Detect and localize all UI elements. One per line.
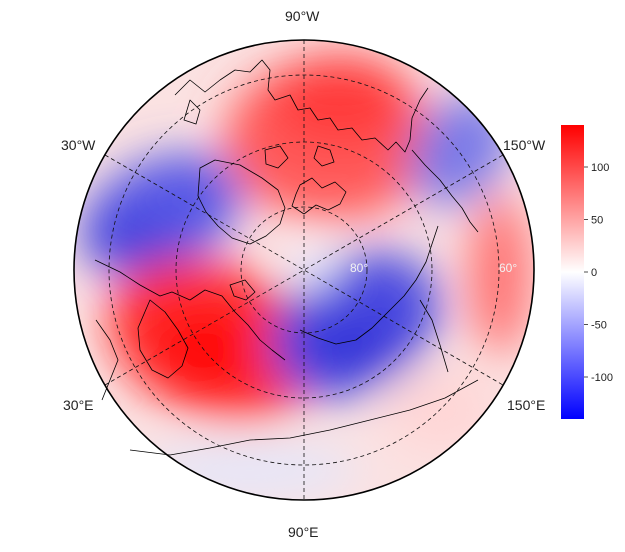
anomaly-pacific-positive <box>470 195 530 355</box>
lon-label-90e: 90°E <box>288 524 319 540</box>
coast-europe <box>94 259 286 361</box>
lat-label-80: 80° <box>350 261 368 275</box>
lon-label-90w: 90°W <box>285 8 320 24</box>
coast-archipelago <box>291 177 347 215</box>
coast-siberia <box>299 225 439 345</box>
colorbar-tick-label: -50 <box>591 320 607 332</box>
coastlines <box>94 59 479 456</box>
coast-canada <box>174 59 429 153</box>
lon-label-150e: 150°E <box>507 397 545 413</box>
lon-label-30e: 30°E <box>63 397 94 413</box>
colorbar: 100 50 0 -50 -100 <box>561 125 613 419</box>
map-boundary <box>73 39 535 501</box>
colorbar-tick-label: 50 <box>591 215 603 227</box>
lon-label-150w: 150°W <box>503 137 546 153</box>
colorbar-tick-label: 100 <box>591 162 609 174</box>
lat-label-60: 60° <box>499 261 517 275</box>
coast-asia-south <box>129 379 479 456</box>
coast-alaska <box>411 149 479 233</box>
colorbar-tick-label: 0 <box>591 267 597 279</box>
coast-greenland <box>197 159 286 245</box>
colorbar-scale <box>561 125 584 419</box>
coast-scandinavia <box>137 299 189 379</box>
graticule <box>104 40 504 500</box>
latitude-circle-80 <box>240 206 368 334</box>
lon-label-30w: 30°W <box>61 137 96 153</box>
colorbar-tick-label: -100 <box>591 372 613 384</box>
anomaly-field <box>74 40 534 500</box>
